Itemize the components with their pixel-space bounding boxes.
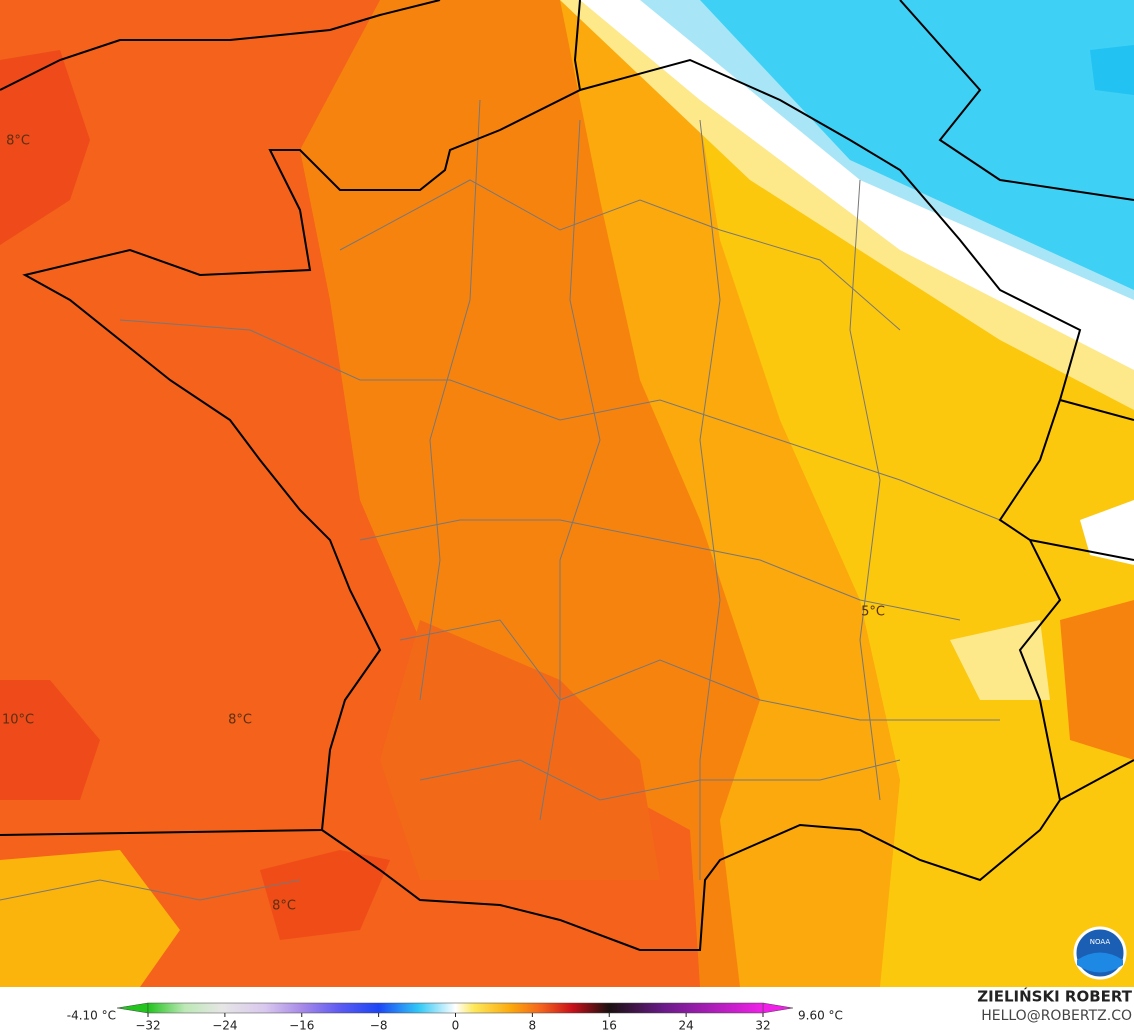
logo-wave bbox=[1077, 952, 1123, 973]
map-labels: 8°C 10°C 8°C 8°C 5°C bbox=[2, 134, 885, 914]
credit-contact: HELLO@ROBERTZ.CO bbox=[981, 1008, 1132, 1024]
boundary bbox=[419, 99, 481, 701]
field bbox=[1080, 500, 1134, 565]
field bbox=[0, 680, 100, 800]
field bbox=[1060, 600, 1134, 760]
map-label: 10°C bbox=[2, 713, 34, 728]
coastline bbox=[0, 0, 582, 836]
colorbar-tick-label: 32 bbox=[755, 1019, 770, 1033]
field bbox=[380, 620, 660, 880]
field bbox=[700, 0, 1134, 290]
boundary bbox=[419, 759, 901, 801]
colorbar-tick-label: −24 bbox=[212, 1019, 237, 1033]
colorbar-tick-label: −16 bbox=[289, 1019, 314, 1033]
colorbar: -4.10 °C 9.60 °C −32 −24 −16 −8 0 8 16 24 32 bbox=[67, 1002, 843, 1033]
field bbox=[0, 850, 180, 987]
border bbox=[1059, 759, 1134, 801]
colorbar-tick-label: 16 bbox=[602, 1019, 617, 1033]
boundary bbox=[849, 179, 881, 801]
colorbar-end bbox=[762, 1002, 794, 1014]
colorbar-tick-label: 24 bbox=[678, 1019, 693, 1033]
boundary bbox=[339, 179, 901, 331]
boundary bbox=[119, 319, 1001, 521]
max-label: 9.60 °C bbox=[798, 1009, 843, 1023]
coastline bbox=[0, 0, 441, 91]
border bbox=[321, 58, 1082, 951]
field bbox=[580, 0, 1134, 370]
boundary bbox=[539, 119, 601, 821]
border bbox=[899, 0, 1134, 201]
map-label: 5°C bbox=[861, 605, 885, 620]
boundary bbox=[359, 519, 961, 621]
colorbar-tick-label: 8 bbox=[529, 1019, 537, 1033]
field bbox=[260, 850, 390, 940]
credit-author: ZIELIŃSKI ROBERT bbox=[977, 987, 1132, 1006]
border bbox=[1029, 539, 1134, 561]
field bbox=[950, 620, 1050, 700]
boundary bbox=[0, 879, 301, 901]
colorbar-tick-label: −8 bbox=[370, 1019, 388, 1033]
map: NOAA bbox=[0, 0, 1134, 987]
colorbar-gradient bbox=[147, 1002, 764, 1014]
boundary bbox=[399, 619, 1000, 721]
logo-text: NOAA bbox=[1090, 938, 1111, 946]
min-label: -4.10 °C bbox=[67, 1009, 116, 1023]
border bbox=[1059, 399, 1134, 421]
colorbar-end bbox=[116, 1002, 149, 1014]
map-label: 8°C bbox=[228, 713, 252, 728]
map-label: 8°C bbox=[6, 134, 30, 149]
map-label: 8°C bbox=[272, 899, 296, 914]
field bbox=[0, 50, 90, 245]
colorbar-tick-label: 0 bbox=[452, 1019, 460, 1033]
boundary bbox=[699, 119, 721, 880]
field bbox=[1090, 45, 1134, 95]
colorbar-tick-label: −32 bbox=[135, 1019, 160, 1033]
